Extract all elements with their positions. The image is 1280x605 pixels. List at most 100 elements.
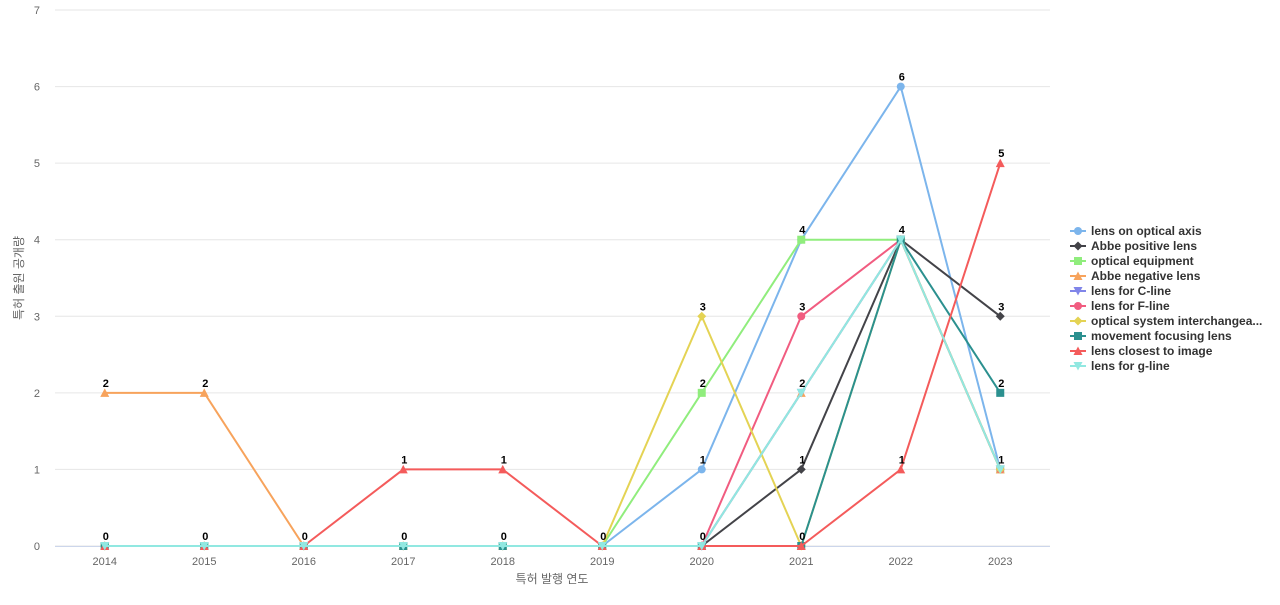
data-point[interactable] xyxy=(995,465,1005,474)
legend-marker[interactable] xyxy=(1074,302,1082,310)
data-point[interactable] xyxy=(100,388,110,397)
legend-item[interactable]: optical system interchangea... xyxy=(1070,314,1262,328)
data-label: 3 xyxy=(998,301,1004,313)
series-group xyxy=(100,82,1005,551)
data-point[interactable] xyxy=(797,312,806,321)
legend-label: optical equipment xyxy=(1091,254,1194,268)
legend-item[interactable]: optical equipment xyxy=(1070,254,1194,268)
data-label: 1 xyxy=(899,454,905,466)
legend-marker[interactable] xyxy=(1073,316,1083,326)
data-label: 2 xyxy=(998,378,1004,390)
legend-item[interactable]: lens closest to image xyxy=(1070,344,1213,358)
data-label: 0 xyxy=(600,531,606,543)
data-point[interactable] xyxy=(995,158,1005,168)
legend-marker[interactable] xyxy=(1074,227,1082,235)
data-point[interactable] xyxy=(498,542,508,551)
data-label: 1 xyxy=(700,454,706,466)
legend-label: Abbe negative lens xyxy=(1091,269,1201,283)
data-point[interactable] xyxy=(398,464,408,474)
data-label: 0 xyxy=(700,531,706,543)
data-point[interactable] xyxy=(697,542,707,551)
x-tick-label: 2023 xyxy=(988,556,1012,568)
data-label: 2 xyxy=(799,378,805,390)
data-point[interactable] xyxy=(996,388,1005,397)
legend-label: optical system interchangea... xyxy=(1091,314,1262,328)
series-line xyxy=(104,238,1002,547)
legend-item[interactable]: lens on optical axis xyxy=(1070,224,1202,238)
data-point[interactable] xyxy=(299,542,309,551)
y-axis-title: 특허 출원 공개량 xyxy=(12,236,26,320)
data-point[interactable] xyxy=(199,542,209,551)
data-label: 4 xyxy=(799,225,806,237)
legend-marker[interactable] xyxy=(1073,362,1083,371)
x-axis-title: 특허 발행 연도 xyxy=(516,571,589,586)
legend-marker[interactable] xyxy=(1073,241,1083,251)
legend-marker[interactable] xyxy=(1073,346,1083,356)
x-tick-label: 2020 xyxy=(690,556,714,568)
legend-label: lens closest to image xyxy=(1091,344,1213,358)
x-tick-label: 2018 xyxy=(491,556,515,568)
legend-label: Abbe positive lens xyxy=(1091,239,1197,253)
legend-marker[interactable] xyxy=(1074,332,1082,340)
legend-marker[interactable] xyxy=(1073,287,1083,296)
data-label: 1 xyxy=(998,454,1004,466)
data-point[interactable] xyxy=(896,82,905,91)
data-point[interactable] xyxy=(896,235,906,245)
data-point[interactable] xyxy=(498,464,508,474)
legend-item[interactable]: lens for F-line xyxy=(1070,299,1170,313)
data-label: 0 xyxy=(302,531,308,543)
data-label: 0 xyxy=(103,531,109,543)
y-tick-label: 5 xyxy=(34,158,40,170)
legend-item[interactable]: Abbe positive lens xyxy=(1070,239,1197,253)
data-point[interactable] xyxy=(796,541,806,551)
data-point[interactable] xyxy=(398,542,408,551)
y-tick-label: 0 xyxy=(34,541,40,553)
x-tick-label: 2016 xyxy=(292,556,316,568)
data-label: 2 xyxy=(700,378,706,390)
data-point[interactable] xyxy=(797,235,806,244)
data-labels: 2 0 2 0 0 1 0 1 0 0 3 2 1 0 4 3 2 1 0 6 4 1 5 3 2 1 xyxy=(103,72,1005,543)
x-tick-label: 2019 xyxy=(590,556,614,568)
data-point[interactable] xyxy=(995,311,1005,321)
data-label: 1 xyxy=(501,454,507,466)
legend-label: lens for F-line xyxy=(1091,299,1170,313)
data-label: 2 xyxy=(202,378,208,390)
data-label: 6 xyxy=(899,72,905,84)
data-label: 0 xyxy=(202,531,208,543)
legend-marker[interactable] xyxy=(1073,271,1083,281)
data-point[interactable] xyxy=(697,311,707,321)
data-label: 0 xyxy=(799,531,805,543)
data-point[interactable] xyxy=(796,464,806,474)
data-point[interactable] xyxy=(100,542,110,551)
data-label: 2 xyxy=(103,378,109,390)
x-tick-label: 2014 xyxy=(93,556,117,568)
data-point[interactable] xyxy=(796,388,806,398)
data-label: 0 xyxy=(401,531,407,543)
y-tick-label: 6 xyxy=(34,82,40,94)
data-point[interactable] xyxy=(199,388,209,397)
data-label: 1 xyxy=(401,454,407,466)
legend-item[interactable]: lens for C-line xyxy=(1070,284,1171,298)
data-point[interactable] xyxy=(896,464,906,474)
y-tick-label: 4 xyxy=(34,235,40,247)
data-point[interactable] xyxy=(697,465,706,474)
data-point[interactable] xyxy=(697,388,706,397)
legend-label: movement focusing lens xyxy=(1091,329,1232,343)
grid xyxy=(55,9,1050,547)
y-tick-label: 2 xyxy=(34,388,40,400)
data-label: 5 xyxy=(998,148,1004,160)
data-point[interactable] xyxy=(597,542,607,551)
x-tick-label: 2015 xyxy=(192,556,216,568)
legend-item[interactable]: Abbe negative lens xyxy=(1070,269,1201,283)
series-9 xyxy=(100,158,1005,551)
legend-marker[interactable] xyxy=(1074,257,1082,265)
data-label: 3 xyxy=(700,301,706,313)
data-label: 3 xyxy=(799,301,805,313)
legend-item[interactable]: lens for g-line xyxy=(1070,359,1170,373)
legend-item[interactable]: movement focusing lens xyxy=(1070,329,1232,343)
legend-label: lens for g-line xyxy=(1091,359,1170,373)
